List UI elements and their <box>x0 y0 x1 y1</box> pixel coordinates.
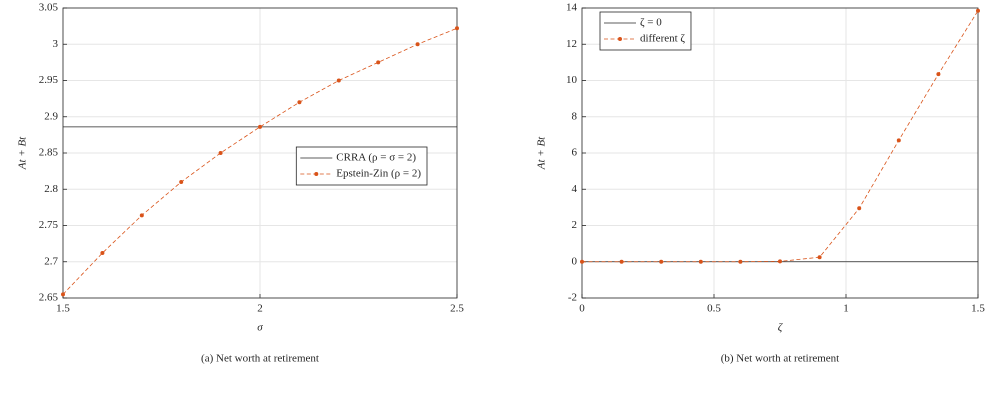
series-line <box>62 27 458 295</box>
data-point <box>659 259 664 264</box>
data-point <box>698 259 703 264</box>
y-tick-label: 2.65 <box>39 292 59 304</box>
data-point <box>455 26 459 31</box>
data-point <box>61 292 65 297</box>
data-point <box>738 259 743 264</box>
x-tick-label: 2.5 <box>450 303 464 315</box>
x-axis-label: ζ <box>778 322 784 334</box>
y-tick-label: 0 <box>572 255 578 267</box>
x-tick-label: 2 <box>257 303 263 315</box>
caption: (a) Net worth at retirement <box>201 353 319 365</box>
y-tick-label: 10 <box>566 74 578 86</box>
data-point <box>817 255 822 260</box>
data-point <box>139 213 144 218</box>
data-point <box>619 259 624 264</box>
x-tick-label: 0 <box>579 303 585 315</box>
x-axis-label: σ <box>257 322 263 334</box>
x-tick-label: 1.5 <box>971 303 985 315</box>
x-tick-label: 0.5 <box>707 303 721 315</box>
y-tick-label: 12 <box>566 38 577 50</box>
y-tick-label: -2 <box>568 292 577 304</box>
axes-box <box>581 7 979 299</box>
y-tick-label: 2.85 <box>39 147 59 159</box>
legend-box <box>599 11 692 51</box>
data-point <box>857 206 862 211</box>
legend-label: CRRA (ρ = σ = 2) <box>336 152 416 164</box>
legend-label: ζ = 0 <box>640 17 662 29</box>
y-tick-label: 2.9 <box>44 110 58 122</box>
data-point <box>976 8 980 13</box>
legend-box <box>295 146 428 186</box>
data-point <box>936 72 941 77</box>
data-point <box>336 78 341 83</box>
y-tick-label: 6 <box>572 147 578 159</box>
data-point <box>376 60 381 65</box>
data-point <box>218 151 223 155</box>
legend-label: Epstein-Zin (ρ = 2) <box>336 168 421 180</box>
legend: ζ = 0 different ζ <box>599 11 692 51</box>
y-tick-label: 3.05 <box>39 2 59 14</box>
legend: CRRA (ρ = σ = 2) Epstein-Zin (ρ = 2) <box>295 146 428 186</box>
x-tick-label: 1 <box>843 303 849 315</box>
y-tick-label: 4 <box>572 183 578 195</box>
data-point <box>896 138 901 143</box>
caption: (b) Net worth at retirement <box>721 353 840 365</box>
data-point <box>297 100 302 105</box>
y-axis-label: At + Bt <box>17 136 29 170</box>
legend-marker <box>314 172 319 176</box>
data-point <box>580 259 584 264</box>
y-tick-label: 3 <box>53 38 59 50</box>
y-tick-label: 2.8 <box>44 183 58 195</box>
x-tick-label: 1.5 <box>56 303 70 315</box>
data-point <box>415 42 420 47</box>
y-tick-label: 2.95 <box>39 74 59 86</box>
y-tick-label: 2 <box>572 219 578 231</box>
legend-label: different ζ <box>640 33 685 45</box>
axes-box <box>62 7 458 299</box>
y-axis-label: At + Bt <box>536 136 548 170</box>
data-point <box>778 259 782 264</box>
y-tick-label: 2.7 <box>44 255 58 267</box>
y-tick-label: 14 <box>566 2 578 14</box>
y-tick-label: 8 <box>572 110 578 122</box>
data-point <box>258 124 262 129</box>
data-point <box>179 180 184 184</box>
legend-marker <box>618 37 622 41</box>
y-tick-label: 2.75 <box>39 219 59 231</box>
data-point <box>100 251 105 256</box>
